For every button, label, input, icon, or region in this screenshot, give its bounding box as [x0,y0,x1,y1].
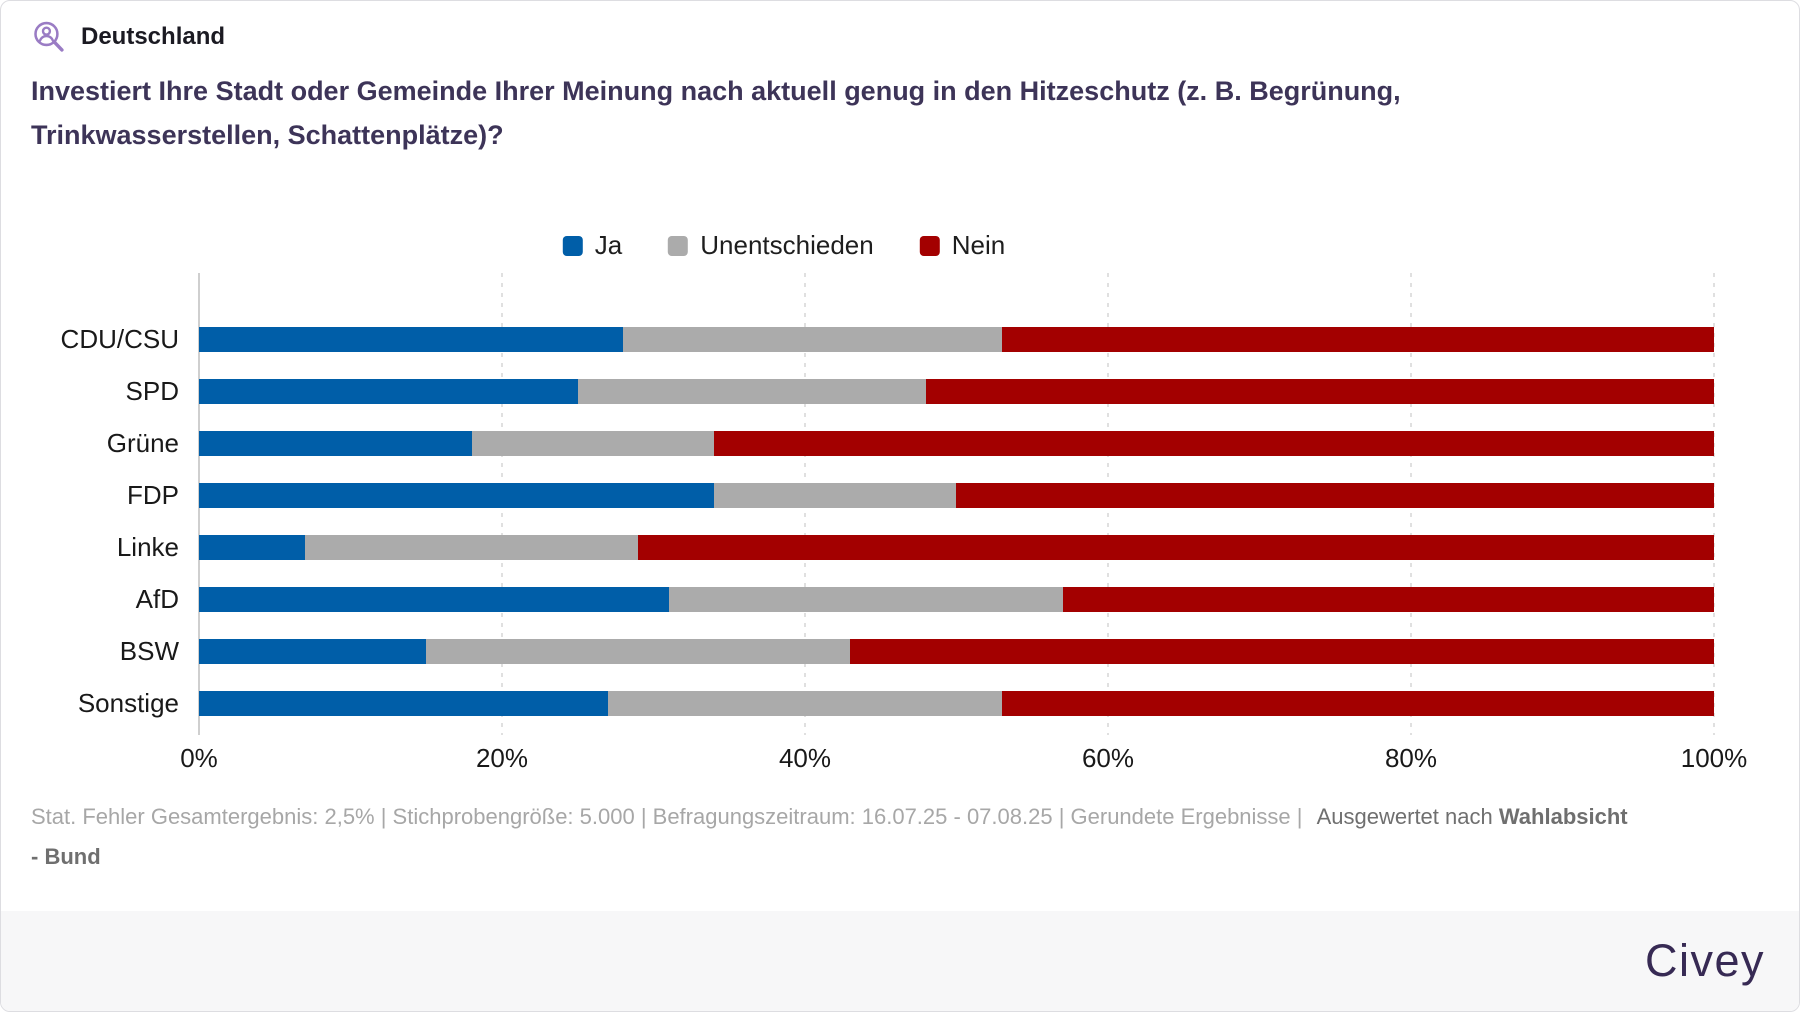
bar-segment-nein[interactable] [926,378,1714,404]
bar-row [199,521,1714,573]
civey-logo[interactable]: Civey [1644,935,1765,986]
category-label: FDP [127,479,179,510]
stacked-bar-chart: CDU/CSU SPD Grüne FDP Linke AfD BSW Sonstige 0%… [1,1,1799,781]
bar-segment-unentschieden[interactable] [305,534,639,560]
x-tick-label: 100% [1680,743,1748,773]
category-label: SPD [125,375,179,406]
methodology-footnote: Stat. Fehler Gesamtergebnis: 2,5% | Stic… [31,797,1761,877]
bar-row [199,417,1714,469]
legend-swatch [668,235,689,256]
category-labels: CDU/CSU SPD Grüne FDP Linke AfD BSW Sonstige [1,313,179,729]
bar-segment-ja[interactable] [199,638,427,664]
legend-item-nein: Nein [919,230,1006,261]
person-search-icon [34,21,64,52]
bar-segment-unentschieden[interactable] [577,378,927,404]
stacked-bar [199,638,1714,664]
bar-segment-nein[interactable] [956,482,1714,508]
stacked-bar [199,326,1714,352]
bar-segment-unentschieden[interactable] [714,482,957,508]
legend-label: Ja [594,230,623,260]
bar-segment-ja[interactable] [199,378,578,404]
bar-segment-unentschieden[interactable] [471,430,715,456]
bar-segment-ja[interactable] [199,690,609,716]
x-tick-label: 40% [778,743,832,773]
legend-swatch [919,235,940,256]
legend-label: Nein [951,230,1006,260]
region-label: Deutschland [81,23,226,50]
gridline-100 [1713,273,1715,735]
chart-legend: Ja Unentschieden Nein [562,230,1006,261]
bar-segment-unentschieden[interactable] [668,586,1063,612]
bar-row [199,573,1714,625]
bar-segment-nein[interactable] [714,430,1714,456]
legend-swatch [562,235,583,256]
bar-segment-nein[interactable] [1001,326,1714,352]
footnote-muted-text: Stat. Fehler Gesamtergebnis: 2,5% | Stic… [31,804,1309,829]
bar-segment-ja[interactable] [199,482,715,508]
brand-strip: Civey [1,911,1799,1011]
bar-row [199,365,1714,417]
bar-rows [199,313,1714,729]
bar-segment-nein[interactable] [1062,586,1714,612]
bar-segment-ja[interactable] [199,534,306,560]
x-tick-label: 20% [475,743,529,773]
bar-segment-unentschieden[interactable] [608,690,1002,716]
bar-segment-nein[interactable] [638,534,1714,560]
footnote-evaluated-bold: Wahlabsicht [1498,804,1628,829]
stacked-bar [199,586,1714,612]
bar-segment-nein[interactable] [850,638,1714,664]
footnote-evaluated-prefix: Ausgewertet nach [1316,804,1499,829]
bar-segment-ja[interactable] [199,326,624,352]
category-label: AfD [135,583,179,614]
header: Deutschland [31,19,225,55]
footnote-evaluated-line2: - Bund [31,844,101,869]
bar-segment-ja[interactable] [199,586,669,612]
poll-question: Investiert Ihre Stadt oder Gemeinde Ihre… [31,76,1401,150]
category-label: CDU/CSU [60,323,179,354]
x-tick-label: 0% [180,743,218,773]
stacked-bar [199,482,1714,508]
x-tick-label: 60% [1081,743,1135,773]
bar-segment-nein[interactable] [1001,690,1714,716]
bar-segment-unentschieden[interactable] [426,638,851,664]
bar-row [199,677,1714,729]
legend-item-ja: Ja [562,230,623,261]
bar-row [199,469,1714,521]
bar-row [199,625,1714,677]
stacked-bar [199,534,1714,560]
category-label: Linke [116,531,179,562]
bar-segment-unentschieden[interactable] [623,326,1002,352]
stacked-bar [199,430,1714,456]
legend-item-unentschieden: Unentschieden [668,230,874,261]
bar-segment-ja[interactable] [199,430,472,456]
x-tick-label: 80% [1384,743,1438,773]
category-label: BSW [119,635,179,666]
stacked-bar [199,378,1714,404]
legend-label: Unentschieden [700,230,874,260]
bar-row [199,313,1714,365]
category-label: Grüne [106,427,179,458]
x-axis: 0% 20% 40% 60% 80% 100% [180,743,1747,777]
category-label: Sonstige [77,687,179,718]
stacked-bar [199,690,1714,716]
